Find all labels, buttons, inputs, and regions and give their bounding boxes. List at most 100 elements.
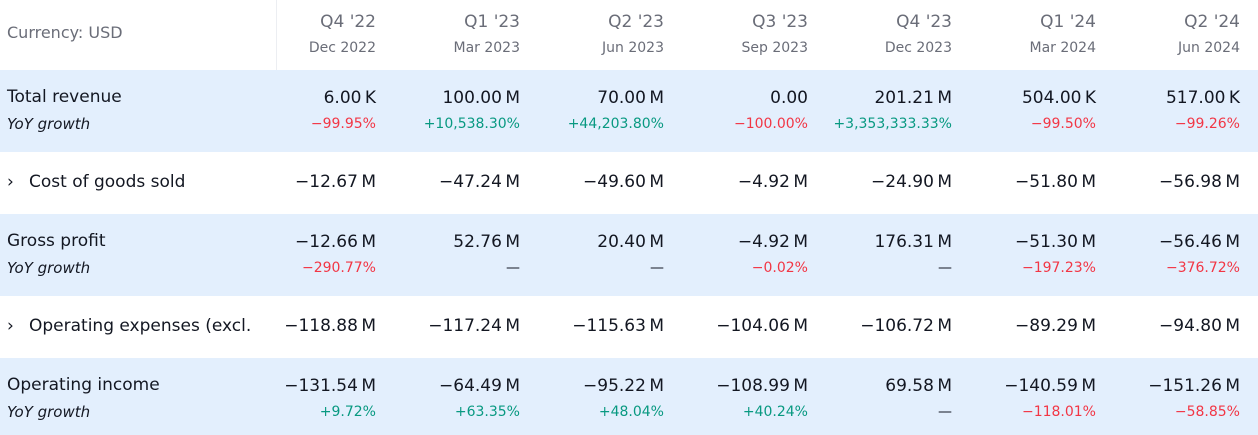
table-cell: 201.21 M +3,353,333.33%	[808, 70, 952, 152]
row-label-cell: Operating income YoY growth	[0, 358, 276, 435]
cell-value: 201.21 M	[874, 88, 952, 108]
cell-value: −104.06 M	[716, 316, 808, 336]
table-cell: 69.58 M —	[808, 358, 952, 435]
cell-growth: +48.04%	[598, 404, 664, 420]
row-label-cell: Gross profit YoY growth	[0, 214, 276, 296]
cell-value: −47.24 M	[439, 172, 520, 192]
cell-value: 6.00 K	[323, 88, 376, 108]
column-quarter: Q2 '24	[1184, 12, 1240, 32]
row-label-cell: › Cost of goods sold	[0, 152, 276, 214]
column-divider	[276, 0, 277, 70]
cell-value: −56.98 M	[1159, 172, 1240, 192]
table-cell: −117.24 M	[376, 296, 520, 358]
cell-value: −4.92 M	[737, 232, 808, 252]
table-cell: −24.90 M	[808, 152, 952, 214]
table-cell: −51.30 M −197.23%	[952, 214, 1096, 296]
cell-value: −106.72 M	[860, 316, 952, 336]
row-label-cell: › Operating expenses (excl.	[0, 296, 276, 358]
column-quarter: Q2 '23	[608, 12, 664, 32]
cell-value: −95.22 M	[583, 376, 664, 396]
table-cell: −95.22 M +48.04%	[520, 358, 664, 435]
cell-growth: −290.77%	[301, 260, 376, 276]
table-cell: −47.24 M	[376, 152, 520, 214]
chevron-right-icon[interactable]: ›	[7, 316, 14, 336]
column-date: Sep 2023	[741, 40, 808, 56]
table-cell: −104.06 M	[664, 296, 808, 358]
cell-growth: +44,203.80%	[567, 116, 664, 132]
cell-growth: −99.26%	[1174, 116, 1240, 132]
table-cell: −106.72 M	[808, 296, 952, 358]
cell-value: −115.63 M	[572, 316, 664, 336]
cell-value: −140.59 M	[1004, 376, 1096, 396]
yoy-growth-label: YoY growth	[7, 115, 91, 133]
cell-value: 100.00 M	[442, 88, 520, 108]
cell-growth: —	[938, 404, 952, 420]
table-cell: −51.80 M	[952, 152, 1096, 214]
cell-growth: −99.95%	[310, 116, 376, 132]
table-row-operating-income[interactable]: Operating income YoY growth −131.54 M +9…	[0, 358, 1258, 435]
table-row-gross-profit[interactable]: Gross profit YoY growth −12.66 M −290.77…	[0, 214, 1258, 296]
column-header-q4-22: Q4 '22 Dec 2022	[276, 0, 376, 70]
cell-value: −12.67 M	[295, 172, 376, 192]
cell-value: 176.31 M	[874, 232, 952, 252]
column-date: Jun 2023	[602, 40, 664, 56]
cell-value: −24.90 M	[871, 172, 952, 192]
table-header: Currency: USD Q4 '22 Dec 2022 Q1 '23 Mar…	[0, 0, 1258, 70]
table-cell: −89.29 M	[952, 296, 1096, 358]
cell-value: 52.76 M	[453, 232, 520, 252]
column-quarter: Q4 '22	[320, 12, 376, 32]
column-date: Mar 2024	[1029, 40, 1097, 56]
table-row-cost-of-goods-sold[interactable]: › Cost of goods sold −12.67 M −47.24 M −4…	[0, 152, 1258, 214]
cell-growth: −99.50%	[1030, 116, 1096, 132]
table-cell: −12.66 M −290.77%	[276, 214, 376, 296]
row-label: Total revenue	[7, 87, 122, 107]
cell-growth: —	[506, 260, 520, 276]
cell-value: −51.80 M	[1015, 172, 1096, 192]
table-row-total-revenue[interactable]: Total revenue YoY growth 6.00 K −99.95% …	[0, 70, 1258, 152]
cell-value: 504.00 K	[1021, 88, 1096, 108]
table-cell: −94.80 M	[1096, 296, 1240, 358]
column-header-q3-23: Q3 '23 Sep 2023	[664, 0, 808, 70]
column-date: Dec 2023	[884, 40, 952, 56]
yoy-growth-label: YoY growth	[7, 259, 91, 277]
table-cell: 0.00 −100.00%	[664, 70, 808, 152]
chevron-right-icon[interactable]: ›	[7, 172, 14, 192]
row-label: Gross profit	[7, 231, 106, 251]
cell-growth: +9.72%	[319, 404, 376, 420]
cell-value: −89.29 M	[1015, 316, 1096, 336]
table-cell: 52.76 M —	[376, 214, 520, 296]
row-label: Operating expenses (excl.	[29, 316, 252, 336]
table-cell: −56.46 M −376.72%	[1096, 214, 1240, 296]
header-label-cell: Currency: USD	[0, 0, 276, 70]
cell-growth: −0.02%	[751, 260, 808, 276]
table-cell: −115.63 M	[520, 296, 664, 358]
table-cell: −56.98 M	[1096, 152, 1240, 214]
table-cell: −4.92 M	[664, 152, 808, 214]
table-cell: −49.60 M	[520, 152, 664, 214]
table-cell: −140.59 M −118.01%	[952, 358, 1096, 435]
cell-value: −151.26 M	[1148, 376, 1240, 396]
column-quarter: Q1 '24	[1040, 12, 1096, 32]
table-cell: −108.99 M +40.24%	[664, 358, 808, 435]
cell-growth: +3,353,333.33%	[833, 116, 952, 132]
table-cell: −131.54 M +9.72%	[276, 358, 376, 435]
table-cell: 70.00 M +44,203.80%	[520, 70, 664, 152]
table-row-operating-expenses[interactable]: › Operating expenses (excl. −118.88 M −11…	[0, 296, 1258, 358]
row-label-wrap: › Cost of goods sold	[7, 172, 185, 192]
cell-value: 20.40 M	[597, 232, 664, 252]
cell-value: −12.66 M	[295, 232, 376, 252]
column-header-q1-23: Q1 '23 Mar 2023	[376, 0, 521, 70]
cell-growth: −197.23%	[1021, 260, 1096, 276]
cell-growth: +40.24%	[742, 404, 808, 420]
table-cell: 504.00 K −99.50%	[952, 70, 1096, 152]
cell-value: −94.80 M	[1159, 316, 1240, 336]
table-cell: −4.92 M −0.02%	[664, 214, 808, 296]
cell-growth: +63.35%	[454, 404, 520, 420]
table-cell: 176.31 M —	[808, 214, 952, 296]
table-cell: 20.40 M —	[520, 214, 664, 296]
row-label-cell: Total revenue YoY growth	[0, 70, 276, 152]
cell-value: −131.54 M	[284, 376, 376, 396]
cell-value: −117.24 M	[428, 316, 520, 336]
table-cell: 6.00 K −99.95%	[276, 70, 376, 152]
column-header-q2-24: Q2 '24 Jun 2024	[1096, 0, 1240, 70]
